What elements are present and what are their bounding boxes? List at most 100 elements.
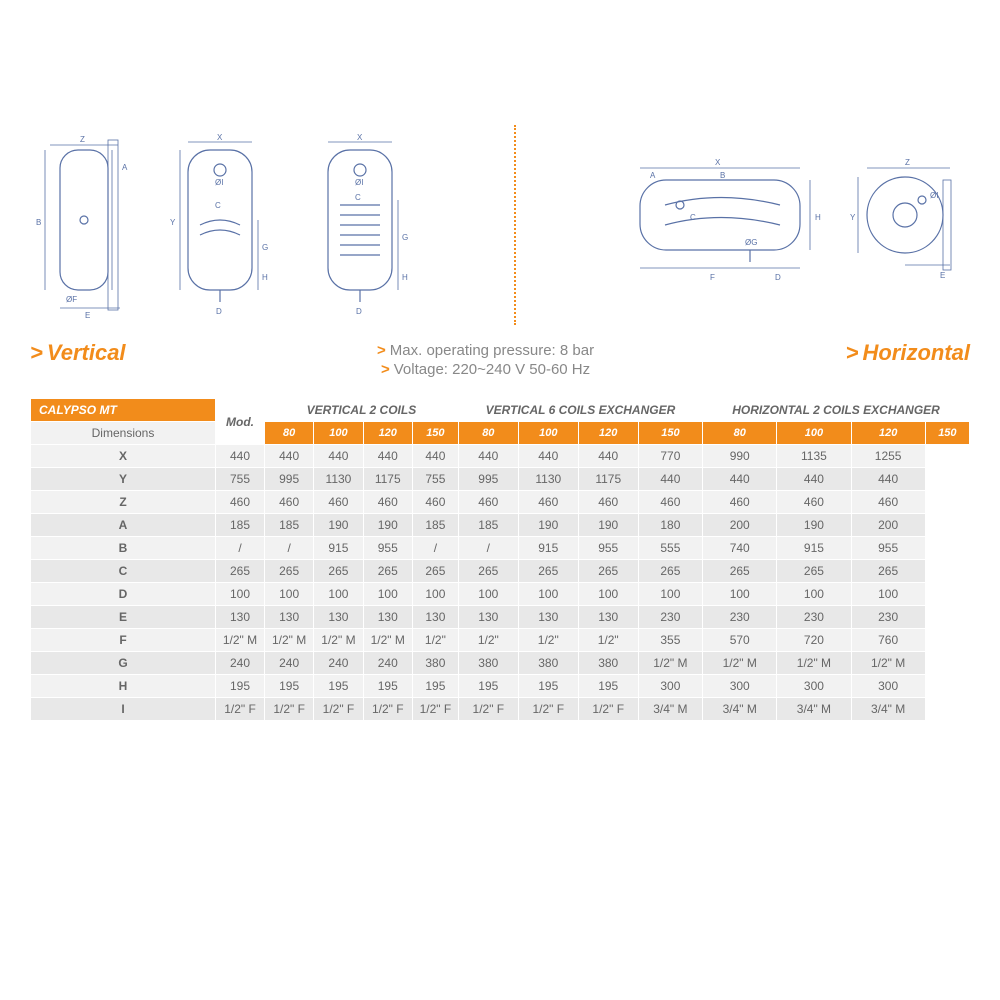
table-cell: 195 [518,675,578,698]
table-cell: 100 [458,583,518,606]
svg-text:X: X [357,133,363,142]
table-cell: 460 [458,491,518,514]
table-row: E130130130130130130130130230230230230 [31,606,970,629]
svg-text:X: X [217,133,223,142]
table-cell: 1/2" F [216,698,265,721]
size-header: 120 [363,422,412,445]
svg-text:E: E [940,271,945,280]
table-cell: 265 [518,560,578,583]
table-cell: 1/2" [412,629,458,652]
size-header: 150 [638,422,702,445]
table-title-cell: CALYPSO MT [31,399,216,422]
table-cell: 130 [518,606,578,629]
table-cell: 995 [265,468,314,491]
table-cell: 195 [265,675,314,698]
table-cell: 915 [518,537,578,560]
table-row: X44044044044044044044044077099011351255 [31,445,970,468]
table-cell: 1/2" F [518,698,578,721]
table-cell: 1255 [851,445,925,468]
table-cell: 1175 [578,468,638,491]
table-cell: 755 [412,468,458,491]
svg-text:E: E [85,311,90,320]
group-header: HORIZONTAL 2 COILS EXCHANGER [703,399,970,422]
table-cell: / [216,537,265,560]
horizontal-label-text: Horizontal [862,340,970,365]
table-cell: 1/2" [578,629,638,652]
table-cell: 130 [412,606,458,629]
table-cell: 100 [777,583,851,606]
vertical-front-6coils-diagram: X G H ØI C D [300,130,420,320]
svg-text:B: B [720,171,725,180]
table-cell: 955 [578,537,638,560]
table-cell: 570 [703,629,777,652]
vertical-diagrams-group: Z B A ØF E X Y ØI [30,130,420,320]
table-cell: 460 [363,491,412,514]
table-cell: 100 [216,583,265,606]
svg-text:H: H [815,213,821,222]
table-cell: 265 [265,560,314,583]
table-cell: 1/2" M [777,652,851,675]
table-cell: 440 [777,468,851,491]
table-cell: 755 [216,468,265,491]
table-cell: 300 [777,675,851,698]
table-cell: 990 [703,445,777,468]
svg-text:D: D [216,307,222,316]
table-cell: 955 [851,537,925,560]
group-header: VERTICAL 2 COILS [265,399,459,422]
dimensions-table: CALYPSO MT Mod. VERTICAL 2 COILS VERTICA… [30,398,970,721]
svg-text:ØG: ØG [745,238,757,247]
table-cell: 955 [363,537,412,560]
table-cell: 380 [518,652,578,675]
table-cell: 130 [458,606,518,629]
table-cell: 440 [458,445,518,468]
size-header: 100 [777,422,851,445]
table-cell: 1/2" M [363,629,412,652]
table-cell: 720 [777,629,851,652]
table-row: D100100100100100100100100100100100100 [31,583,970,606]
table-row: F1/2" M1/2" M1/2" M1/2" M1/2"1/2"1/2"1/2… [31,629,970,652]
vertical-label-text: Vertical [47,340,126,365]
table-cell: 1/2" M [851,652,925,675]
horizontal-diagrams-group: X A B H C ØG F D Z [610,150,970,300]
table-cell: 1/2" M [638,652,702,675]
diagram-divider [514,125,516,325]
table-cell: 355 [638,629,702,652]
note-pressure: Max. operating pressure: 8 bar [390,342,594,359]
table-cell: 100 [363,583,412,606]
table-cell: 460 [265,491,314,514]
table-cell: 1/2" F [578,698,638,721]
svg-text:ØF: ØF [66,295,77,304]
row-key-cell: Y [31,468,216,491]
table-cell: 230 [703,606,777,629]
table-cell: 3/4" M [703,698,777,721]
table-cell: / [458,537,518,560]
mod-label-cell: Mod. [216,399,265,445]
table-cell: 1/2" F [265,698,314,721]
table-cell: 380 [458,652,518,675]
table-cell: 915 [314,537,363,560]
table-cell: 200 [851,514,925,537]
svg-text:X: X [715,158,721,167]
table-cell: 460 [638,491,702,514]
svg-text:C: C [215,201,221,210]
row-key-cell: F [31,629,216,652]
chevron-icon: > [377,342,386,359]
table-cell: 3/4" M [638,698,702,721]
svg-text:A: A [122,163,128,172]
table-cell: 100 [412,583,458,606]
table-cell: 1/2" [458,629,518,652]
table-body: X44044044044044044044044077099011351255Y… [31,445,970,721]
table-cell: 1/2" M [216,629,265,652]
svg-text:H: H [262,273,268,282]
table-cell: 1/2" [518,629,578,652]
table-cell: 1/2" F [458,698,518,721]
table-cell: 300 [851,675,925,698]
table-cell: 1130 [518,468,578,491]
table-row: Z460460460460460460460460460460460460 [31,491,970,514]
table-cell: 1175 [363,468,412,491]
table-cell: 3/4" M [851,698,925,721]
table-cell: 460 [578,491,638,514]
table-cell: 380 [578,652,638,675]
svg-text:D: D [775,273,781,282]
table-cell: 190 [518,514,578,537]
